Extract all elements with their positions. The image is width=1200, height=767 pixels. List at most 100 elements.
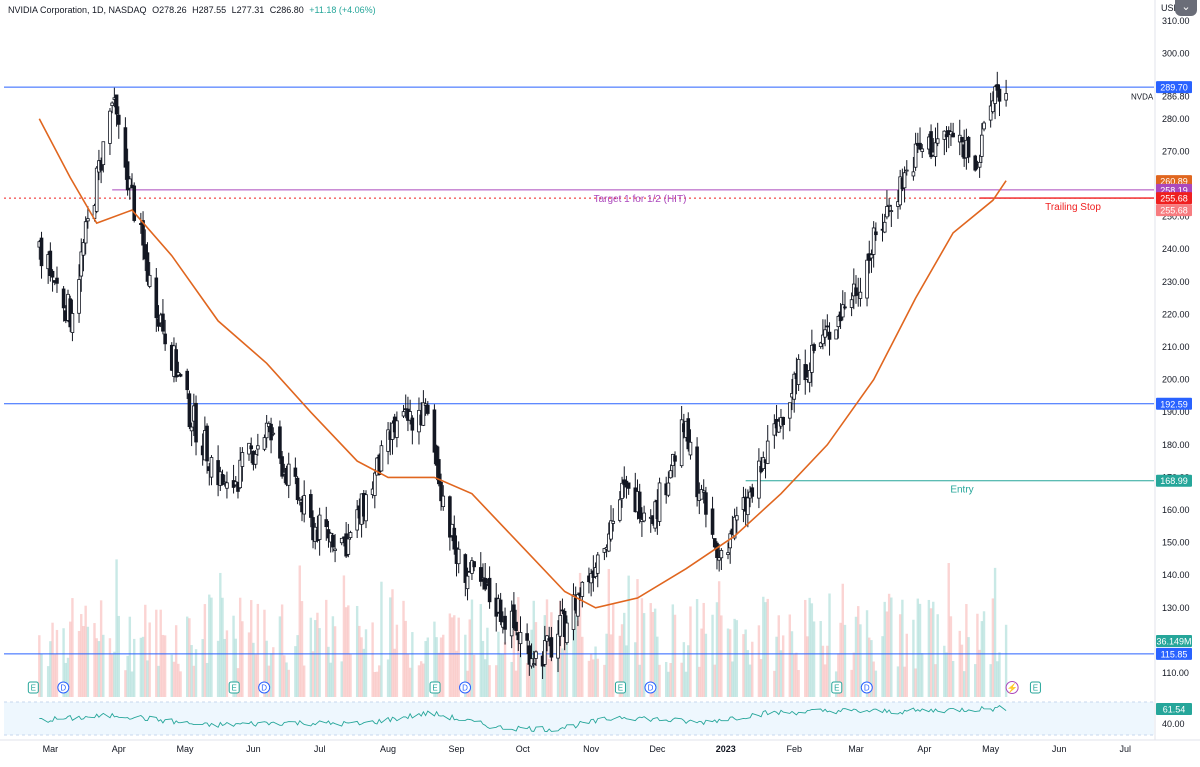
volume-bar (97, 641, 101, 697)
volume-bar (764, 602, 767, 697)
price-tick-label: 200.00 (1162, 375, 1190, 385)
volume-bar (130, 671, 134, 697)
candle-body (712, 538, 717, 548)
volume-bar (205, 662, 209, 697)
volume-bar (806, 636, 809, 697)
volume-bar (404, 620, 407, 697)
volume-bar (349, 653, 352, 697)
volume-bar (574, 615, 577, 697)
volume-bar (618, 635, 622, 697)
candle-body (286, 463, 291, 486)
volume-bar (548, 658, 551, 697)
candle-body (606, 533, 611, 552)
candle-body (108, 110, 112, 144)
volume-bar (918, 603, 922, 697)
volume-bar (852, 652, 856, 697)
volume-bar (448, 613, 452, 697)
volume-bar (680, 662, 683, 697)
dividend-marker-icon (644, 681, 657, 694)
candle-body (688, 441, 693, 456)
candle-body (410, 417, 415, 431)
volume-bar (99, 600, 103, 697)
volume-bar (993, 567, 997, 697)
candle-body (527, 645, 532, 665)
volume-bar (342, 575, 346, 697)
price-tick-label: 210.00 (1162, 342, 1190, 352)
time-tick-label: Oct (516, 744, 531, 754)
candle-body (293, 467, 298, 477)
price-tick-label: 270.00 (1162, 146, 1190, 156)
volume-bar (294, 646, 297, 697)
ohlc-close: C286.80 (269, 5, 304, 15)
candle-body (346, 538, 351, 555)
volume-bar (53, 654, 56, 697)
volume-bar (996, 661, 999, 697)
volume-bar (868, 637, 871, 697)
candle-body (580, 581, 585, 597)
candle-body (980, 134, 984, 157)
volume-bar (347, 605, 350, 697)
volume-bar (371, 622, 374, 697)
volume-bar (223, 638, 226, 697)
volume-bar (689, 606, 692, 697)
volume-bar (225, 630, 229, 697)
candle-body (262, 437, 267, 450)
candle-body (498, 599, 503, 622)
price-tag-level-mid: 192.59 (1160, 399, 1188, 409)
candle-body (757, 460, 761, 499)
candle-body (163, 333, 167, 345)
volume-bar (437, 652, 441, 697)
volume-bar (329, 662, 332, 697)
volume-bar (468, 619, 471, 697)
volume-bar (46, 666, 50, 697)
volume-bar (528, 665, 531, 697)
volume-bar (927, 599, 931, 697)
candle-body (781, 416, 785, 425)
volume-bar (912, 619, 915, 697)
volume-bar (821, 645, 825, 697)
volume-bar (934, 664, 937, 697)
dividend-marker-letter: D (462, 684, 468, 693)
time-tick-label: Dec (649, 744, 666, 754)
candle-body (701, 490, 706, 493)
volume-bar (949, 616, 953, 697)
volume-bar (991, 598, 995, 697)
candle-body (128, 178, 132, 189)
chevron-down-icon[interactable]: ⌄ (1175, 0, 1197, 16)
volume-bar (344, 607, 348, 697)
oscillator-line-path (39, 705, 1007, 733)
candle-body (576, 594, 580, 617)
volume-bar (788, 614, 791, 697)
candle-body (750, 487, 755, 497)
earnings-marker-icon (228, 681, 240, 694)
volume-bar (819, 621, 822, 697)
volume-bar (499, 653, 502, 697)
volume-bar (742, 634, 745, 697)
candle-body (704, 492, 708, 515)
volume-bar (439, 637, 443, 697)
volume-bar (664, 661, 668, 697)
volume-bar (974, 664, 977, 697)
price-tick-label: 130.00 (1162, 603, 1190, 613)
dividend-marker-letter: D (864, 684, 870, 693)
volume-bar (541, 662, 544, 697)
oscillator-line (39, 705, 1007, 733)
volume-bar (720, 615, 723, 697)
candle-body (70, 313, 75, 333)
candle-body (796, 358, 801, 385)
time-tick-label: Apr (917, 744, 931, 754)
candle-body (94, 167, 99, 212)
volume-bar (373, 671, 377, 697)
time-tick-label: Nov (583, 744, 600, 754)
volume-bar (302, 665, 306, 697)
candle-body (882, 221, 887, 233)
volume-bar (823, 664, 827, 697)
volume-bar (682, 642, 686, 697)
candle-body (920, 148, 925, 152)
volume-bar (797, 670, 800, 697)
candle-body (478, 567, 483, 582)
candle-body (125, 161, 130, 191)
candle-body (595, 554, 600, 574)
